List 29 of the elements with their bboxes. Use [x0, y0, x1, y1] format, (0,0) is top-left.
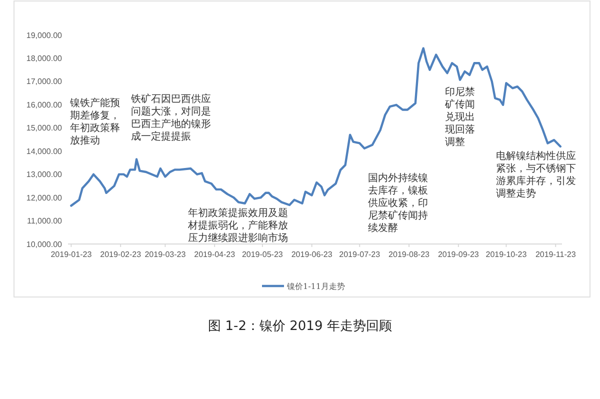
y-tick-label: 16,000.00 — [26, 100, 63, 110]
y-tick-label: 17,000.00 — [26, 77, 63, 86]
y-tick-label: 10,000.00 — [26, 240, 63, 249]
y-tick-label: 12,000.00 — [26, 193, 63, 202]
text: 图 1-2：镍价 2019 年走势回顾 — [208, 319, 392, 334]
annotation: 年初政策提振效用及题材提振弱化，产能释放压力继续跟进影响市场 — [187, 207, 288, 244]
x-tick-label: 2019-08-23 — [388, 250, 430, 259]
legend-label: 镍价1-11月走势 — [286, 282, 345, 291]
x-tick-label: 2019-02-23 — [100, 250, 142, 259]
y-tick-label: 15,000.00 — [26, 124, 63, 133]
x-tick-label: 2019-01-23 — [50, 250, 92, 259]
y-tick-label: 18,000.00 — [26, 54, 63, 64]
x-tick-label: 2019-07-23 — [339, 250, 381, 259]
annotation: 铁矿石因巴西供应问题大涨，对同是巴西主产地的镍形成一定提提振 — [130, 93, 211, 142]
annotation: 国内外持续镍去库存，镍板供应收紧，印尼禁矿传闻持续发酵 — [368, 172, 428, 234]
x-tick-label: 2019-04-23 — [194, 250, 236, 259]
x-tick-label: 2019-05-23 — [242, 250, 284, 259]
x-tick-label: 2019-09-23 — [438, 250, 480, 259]
y-tick-label: 13,000.00 — [26, 170, 63, 180]
y-tick-label: 11,000.00 — [27, 216, 63, 226]
annotation: 镍铁产能预期差修复，年初政策释放推动 — [69, 97, 120, 146]
x-tick-label: 2019-10-23 — [486, 250, 528, 259]
y-tick-label: 14,000.00 — [26, 146, 63, 156]
y-tick-label: 19,000.00 — [26, 30, 63, 40]
annotation: 印尼禁矿传闻兑现出现回落调整 — [444, 86, 475, 148]
x-tick-label: 2019-03-23 — [144, 250, 186, 259]
annotation: 电解镍结构性供应紧张，与不锈钢下游累库并存，引发调整走势 — [496, 150, 576, 200]
x-tick-label: 2019-11-23 — [535, 250, 576, 259]
x-tick-label: 2019-06-23 — [291, 250, 333, 259]
